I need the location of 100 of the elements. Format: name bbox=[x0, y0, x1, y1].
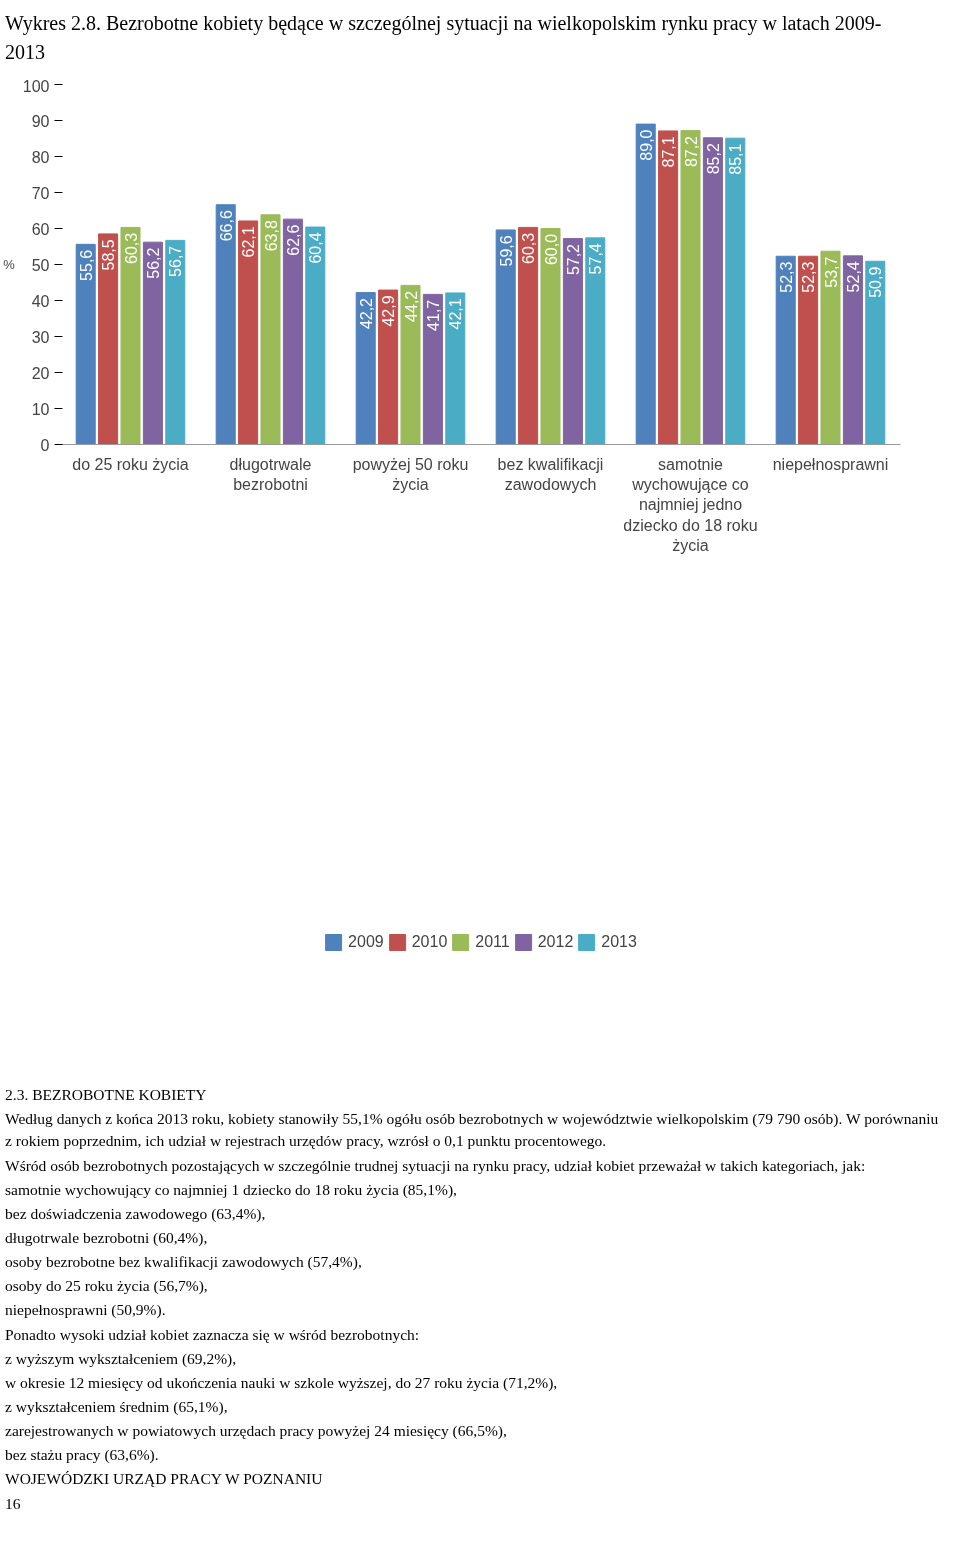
bar bbox=[75, 243, 96, 445]
bar bbox=[540, 228, 561, 445]
text: 2.3. BEZROBOTNE KOBIETY bbox=[5, 1085, 208, 1106]
y-tick-label: 70 bbox=[31, 184, 50, 202]
bar bbox=[142, 241, 163, 445]
text: niepełnosprawni (50,9%). bbox=[5, 1300, 167, 1321]
text: 87,1 bbox=[660, 136, 678, 168]
x-tick-label: do 25 roku życia bbox=[72, 455, 189, 473]
text: Ponadto wysoki udział kobiet zaznacza się w wśród bezrobotnych: bbox=[5, 1324, 421, 1345]
text: 58,5 bbox=[100, 239, 118, 271]
y-tick-label: 10 bbox=[31, 400, 50, 418]
bar bbox=[120, 227, 141, 445]
text: bez doświadczenia zawodowego (63,4%), bbox=[5, 1203, 267, 1224]
bar bbox=[282, 218, 303, 445]
text: z wykształceniem średnim (65,1%), bbox=[5, 1396, 229, 1417]
text: z wyższym wykształceniem (69,2%), bbox=[5, 1348, 238, 1369]
text: 50,9 bbox=[867, 266, 885, 298]
text: 62,1 bbox=[240, 226, 258, 258]
x-tick-label: samotnie wychowujące co najmniej jedno dziecko do 18 roku życia bbox=[623, 455, 758, 555]
text: WOJEWÓDZKI URZĄD PRACY W POZNANIU bbox=[5, 1469, 324, 1490]
bar bbox=[518, 227, 539, 445]
text: samotnie wychowujący co najmniej 1 dziecko do 18 roku życia (85,1%), bbox=[5, 1179, 458, 1200]
y-tick-label: 80 bbox=[31, 148, 50, 166]
text: 41,7 bbox=[424, 299, 442, 332]
bar bbox=[495, 229, 516, 445]
legend-label: 2013 bbox=[601, 933, 637, 952]
y-tick-label: 0 bbox=[40, 436, 50, 454]
text: 52,3 bbox=[800, 261, 818, 293]
text: 52,3 bbox=[777, 261, 795, 293]
bar bbox=[842, 255, 863, 445]
bar bbox=[635, 123, 656, 445]
x-tick-label: długotrwale bezrobotni bbox=[229, 455, 312, 494]
x-tick-label: powyżej 50 roku życia bbox=[352, 455, 469, 494]
y-tick-label: 90 bbox=[31, 112, 50, 130]
bar bbox=[702, 137, 723, 445]
x-tick-label: niepełnosprawni bbox=[772, 455, 889, 473]
y-tick-label: 50 bbox=[31, 256, 50, 274]
text: 60,0 bbox=[542, 234, 560, 266]
bar bbox=[585, 237, 606, 445]
text: w okresie 12 miesięcy od ukończenia nauki w szkole wyższej, do 27 roku życia (71,2%), bbox=[5, 1372, 559, 1393]
y-tick-label: 20 bbox=[31, 364, 50, 382]
y-axis-title: % bbox=[3, 257, 16, 273]
bar bbox=[680, 130, 701, 445]
text: 53,7 bbox=[822, 256, 840, 288]
y-tick-label: 100 bbox=[22, 77, 50, 95]
bar bbox=[820, 250, 841, 445]
text: 57,4 bbox=[587, 243, 605, 275]
text: Wśród osób bezrobotnych pozostających w szczególnie trudnej sytuacji na rynku pracy, udział kobiet przeważał w takich kategoriach, jak: bbox=[5, 1155, 867, 1176]
text: 42,2 bbox=[357, 298, 375, 330]
bar bbox=[378, 289, 399, 445]
bar bbox=[658, 130, 679, 445]
text: bez stażu pracy (63,6%). bbox=[5, 1445, 160, 1466]
bar bbox=[355, 292, 376, 445]
text: 66,6 bbox=[217, 210, 235, 242]
bar bbox=[798, 255, 819, 445]
text: 62,6 bbox=[284, 224, 302, 256]
x-tick-label: bez kwalifikacji zawodowych bbox=[497, 455, 604, 494]
text: 42,9 bbox=[380, 295, 398, 327]
y-tick-label: 30 bbox=[31, 328, 50, 346]
text: 63,8 bbox=[262, 220, 280, 252]
bar bbox=[238, 220, 259, 445]
bar bbox=[865, 260, 886, 445]
text: 85,2 bbox=[704, 143, 722, 175]
bar bbox=[165, 240, 186, 445]
bar bbox=[422, 294, 443, 445]
text: 56,2 bbox=[144, 247, 162, 279]
text: zarejestrowanych w powiatowych urzędach pracy powyżej 24 miesięcy (66,5%), bbox=[5, 1421, 508, 1442]
legend-label: 2010 bbox=[411, 933, 448, 952]
text: 44,2 bbox=[402, 290, 420, 323]
bar bbox=[725, 137, 746, 445]
chart-title: Wykres 2.8. Bezrobotne kobiety będące w szczególnej sytuacji na wielkopolskim rynku pracy w latach 2009-2013 bbox=[5, 11, 883, 65]
bar bbox=[445, 292, 466, 445]
legend-label: 2009 bbox=[348, 933, 384, 952]
text: osoby bezrobotne bez kwalifikacji zawodowych (57,4%), bbox=[5, 1252, 363, 1273]
y-tick-label: 40 bbox=[31, 292, 50, 310]
text: 52,4 bbox=[844, 261, 862, 293]
text: 59,6 bbox=[497, 235, 515, 267]
text: długotrwale bezrobotni (60,4%), bbox=[5, 1227, 209, 1248]
text: 60,4 bbox=[307, 232, 325, 264]
text: 57,2 bbox=[564, 244, 582, 276]
text: 16 bbox=[5, 1493, 22, 1514]
text: 87,2 bbox=[682, 136, 700, 168]
bar bbox=[562, 238, 583, 445]
bar bbox=[215, 204, 236, 445]
text: 55,6 bbox=[77, 249, 95, 282]
y-tick-label: 60 bbox=[31, 220, 50, 238]
text: 85,1 bbox=[727, 143, 745, 175]
text: 42,1 bbox=[447, 298, 465, 330]
text: osoby do 25 roku życia (56,7%), bbox=[5, 1276, 209, 1297]
text: 60,3 bbox=[122, 232, 140, 265]
legend-label: 2012 bbox=[537, 933, 574, 952]
bar bbox=[305, 226, 326, 445]
text: 89,0 bbox=[637, 129, 655, 161]
text: 60,3 bbox=[520, 232, 538, 265]
legend-label: 2011 bbox=[475, 933, 510, 952]
bar bbox=[775, 255, 796, 445]
bar bbox=[260, 214, 281, 445]
bar bbox=[98, 233, 119, 445]
text: 56,7 bbox=[167, 245, 185, 278]
text: Według danych z końca 2013 roku, kobiety stanowiły 55,1% ogółu osób bezrobotnych w województwie wielkopolskim (79 790 osób). W porównaniu z rokiem poprzednim, ich udział w rejestrach urzędów pracy, wzrósł o 0,1 punktu procentowego. bbox=[5, 1109, 940, 1152]
